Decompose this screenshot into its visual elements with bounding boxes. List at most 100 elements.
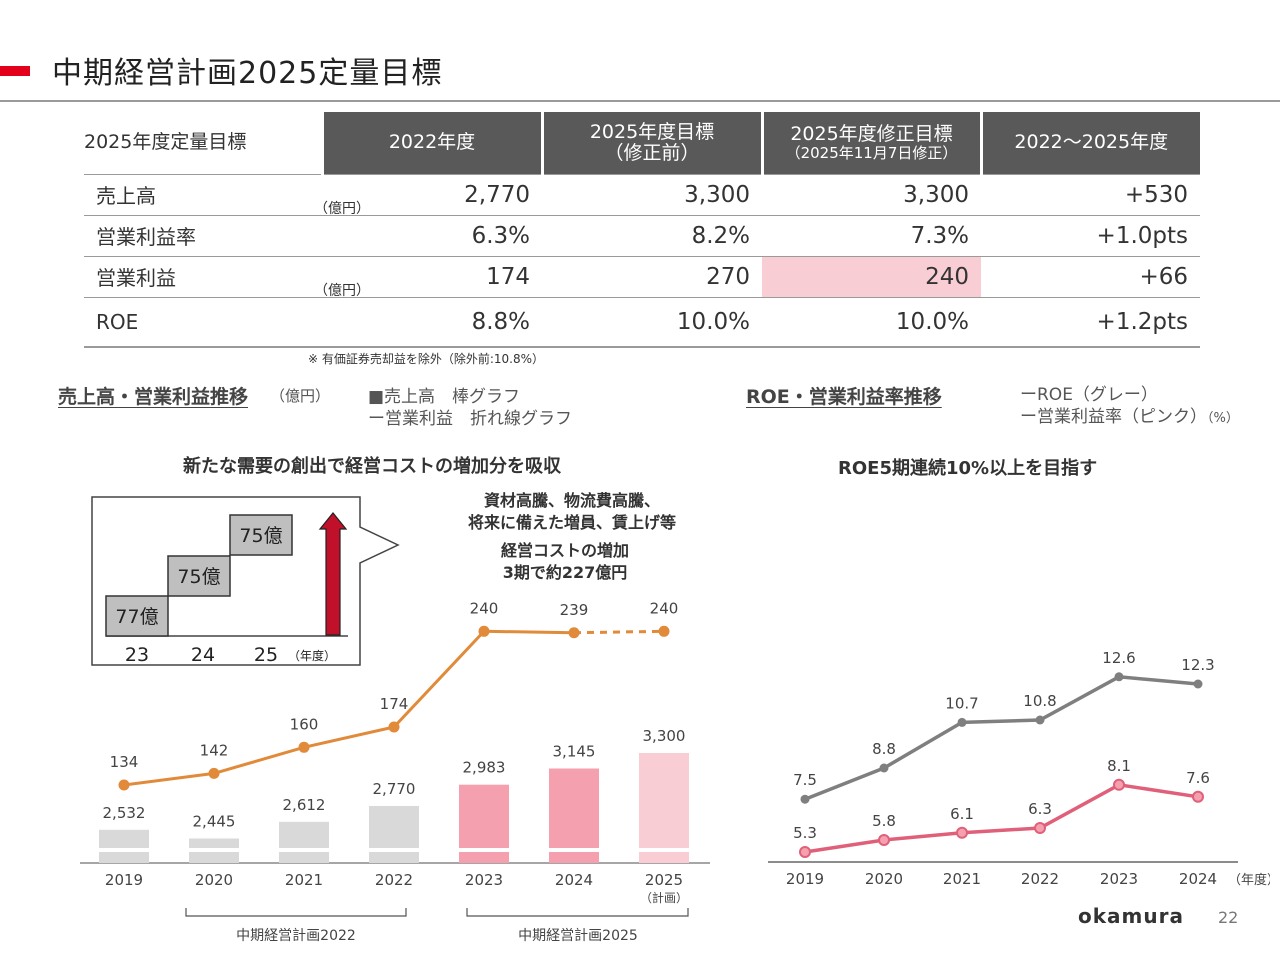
- inset-step-label: 75億: [239, 525, 282, 547]
- row-label: 売上高（億円）: [84, 173, 370, 217]
- row-label: 営業利益（億円）: [84, 256, 370, 299]
- x-tick-label: 2022: [1021, 870, 1059, 888]
- inset-step-1: [105, 595, 169, 637]
- period-bracket-2025: [466, 908, 689, 917]
- roe-value-label: 7.5: [793, 771, 817, 789]
- x-tick-label: 2023: [465, 871, 503, 889]
- bar-break: [638, 848, 690, 852]
- cost-step-inset: 77億 75億 75億 23 24 25 （年度）: [91, 496, 400, 666]
- roe-point: [1114, 672, 1124, 682]
- bar-break: [368, 848, 420, 852]
- period-label-2025: 中期経営計画2025: [518, 928, 638, 944]
- page-number: 22: [1218, 908, 1239, 927]
- profit-point: [388, 721, 400, 733]
- table-cell: +1.2pts: [981, 297, 1200, 348]
- title-divider: [0, 100, 1280, 102]
- roe-value-label: 8.8: [872, 740, 896, 758]
- table-cell-highlight: 240: [762, 256, 981, 298]
- profit-point: [208, 767, 220, 779]
- x-tick-label: 2022: [375, 871, 413, 889]
- profit-value-label: 174: [380, 695, 409, 713]
- profit-line-plan: [573, 629, 665, 635]
- bar-value-label: 3,145: [553, 743, 596, 761]
- table-cell: 270: [542, 256, 762, 298]
- margin-point: [956, 826, 968, 839]
- x-tick-label: 2019: [786, 870, 824, 888]
- inset-step-label: 75億: [177, 566, 220, 588]
- table-footnote: ※ 有価証券売却益を除外（除外前:10.8%）: [308, 352, 545, 366]
- roe-margin-chart: 2019 2020 2021 2022 2023 2024 （年度） 7.5 8.8 10.7 10…: [768, 649, 1270, 888]
- period-label-2022: 中期経営計画2022: [236, 928, 356, 944]
- table-cell: 3,300: [542, 173, 762, 216]
- profit-value-label: 160: [290, 715, 319, 733]
- profit-value-label: 240: [470, 599, 499, 617]
- inset-step-2: [167, 555, 231, 597]
- bar-break: [458, 848, 510, 852]
- profit-value-label: 142: [200, 741, 229, 759]
- table-cell: 8.8%: [322, 297, 542, 348]
- bar-value-label: 2,983: [463, 759, 506, 777]
- table-cell: 174: [322, 256, 542, 298]
- margin-value-label: 7.6: [1186, 769, 1210, 787]
- table-cell: 8.2%: [542, 215, 762, 257]
- profit-value-label: 134: [110, 753, 139, 771]
- inset-year-label: 25: [254, 644, 278, 666]
- table-row-roe: ROE 8.8% 10.0% 10.0% +1.2pts: [84, 297, 1200, 348]
- bar-value-label: 2,532: [103, 804, 146, 822]
- row-unit: （億円）: [314, 283, 370, 299]
- margin-point: [1034, 822, 1046, 834]
- table-cell: +66: [981, 256, 1200, 298]
- row-label: 営業利益率: [84, 215, 322, 257]
- profit-point: [568, 627, 580, 639]
- x-axis-unit: （年度）: [1228, 872, 1270, 888]
- company-logo: okamura: [1078, 904, 1184, 928]
- left-headline: 新たな需要の創出で経営コストの増加分を吸収: [183, 456, 561, 477]
- table-row-sales: 売上高（億円） 2,770 3,300 3,300 +530: [84, 173, 1200, 217]
- kpi-table: 2025年度定量目標 2022年度 2025年度目標 （修正前） 2025年度修正…: [84, 112, 1200, 348]
- roe-point: [879, 763, 889, 773]
- table-cell: 6.3%: [322, 215, 542, 257]
- x-tick-sublabel: （計画）: [640, 890, 688, 905]
- profit-point: [658, 625, 670, 637]
- sales-profit-chart: 2,532 2019 2,445 2020 2,612 2021 2,770 2022 2,98…: [80, 599, 710, 944]
- roe-point: [800, 794, 810, 804]
- left-section-unit: （億円）: [270, 387, 331, 405]
- profit-line: [123, 629, 575, 787]
- inset-year-label: 24: [191, 644, 215, 666]
- x-tick-label: 2023: [1100, 870, 1138, 888]
- legend-bar: ■売上高 棒グラフ: [368, 387, 521, 407]
- table-header-cell: 2025年度目標 （修正前）: [540, 112, 762, 174]
- x-tick-label: 2020: [195, 871, 233, 889]
- x-tick-label: 2020: [865, 870, 903, 888]
- table-cell: 7.3%: [762, 215, 981, 257]
- profit-point: [118, 779, 130, 791]
- legend-roe: ーROE（グレー）: [1020, 385, 1158, 405]
- margin-value-label: 5.3: [793, 824, 817, 842]
- table-cell: +1.0pts: [981, 215, 1200, 257]
- bar-break: [278, 848, 330, 852]
- x-tick-label: 2025: [645, 871, 683, 889]
- x-tick-label: 2021: [943, 870, 981, 888]
- x-tick-label: 2021: [285, 871, 323, 889]
- table-corner-label: 2025年度定量目標: [84, 112, 322, 174]
- x-tick-label: 2024: [555, 871, 593, 889]
- margin-point: [1113, 778, 1125, 791]
- x-tick-label: 2024: [1179, 870, 1217, 888]
- cost-increase-note: 経営コストの増加 3期で約227億円: [500, 541, 629, 582]
- table-row-margin: 営業利益率 6.3% 8.2% 7.3% +1.0pts: [84, 215, 1200, 257]
- profit-point: [478, 625, 490, 637]
- inset-year-unit: （年度）: [288, 648, 336, 663]
- roe-value-label: 12.6: [1102, 649, 1135, 667]
- right-section-title: ROE・営業利益率推移: [746, 386, 942, 408]
- bar-value-label: 2,770: [373, 780, 416, 798]
- sales-bar: [639, 753, 689, 863]
- period-bracket-2022: [185, 908, 407, 917]
- table-header-cell: 2022～2025年度: [979, 112, 1200, 174]
- margin-point: [799, 846, 811, 858]
- bar-break: [188, 848, 240, 852]
- table-cell: 3,300: [762, 173, 981, 216]
- sales-bar: [279, 821, 329, 863]
- inset-step-label: 77億: [115, 606, 158, 628]
- bar-break: [98, 848, 150, 852]
- table-cell: +530: [981, 173, 1200, 216]
